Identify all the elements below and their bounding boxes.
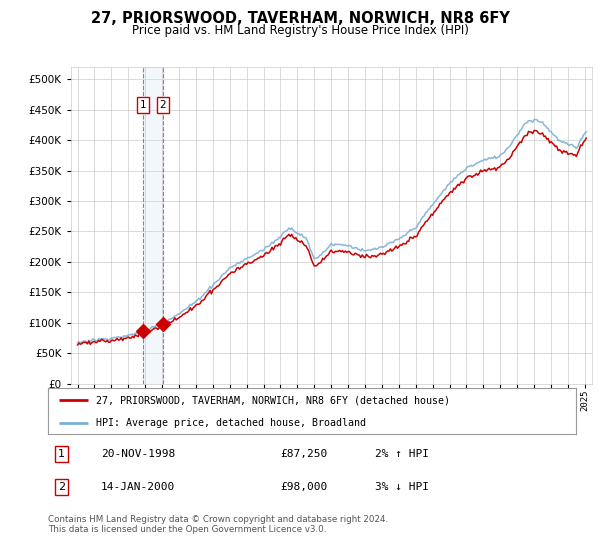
Text: 1: 1 (140, 100, 146, 110)
Bar (143, 67, 163, 384)
Text: 27, PRIORSWOOD, TAVERHAM, NORWICH, NR8 6FY: 27, PRIORSWOOD, TAVERHAM, NORWICH, NR8 6… (91, 11, 509, 26)
Text: Contains HM Land Registry data © Crown copyright and database right 2024.: Contains HM Land Registry data © Crown c… (48, 515, 388, 524)
Point (139, 326, 148, 335)
Text: 27, PRIORSWOOD, TAVERHAM, NORWICH, NR8 6FY (detached house): 27, PRIORSWOOD, TAVERHAM, NORWICH, NR8 6… (95, 395, 449, 405)
Text: 14-JAN-2000: 14-JAN-2000 (101, 482, 175, 492)
Text: £87,250: £87,250 (280, 449, 328, 459)
Text: 3% ↓ HPI: 3% ↓ HPI (376, 482, 430, 492)
Text: HPI: Average price, detached house, Broadland: HPI: Average price, detached house, Broa… (95, 418, 365, 427)
Text: 20-NOV-1998: 20-NOV-1998 (101, 449, 175, 459)
Point (158, 320, 167, 329)
Text: £98,000: £98,000 (280, 482, 328, 492)
Text: Price paid vs. HM Land Registry's House Price Index (HPI): Price paid vs. HM Land Registry's House … (131, 24, 469, 36)
Text: 2: 2 (160, 100, 166, 110)
Text: 1: 1 (58, 449, 65, 459)
Text: 2: 2 (58, 482, 65, 492)
Text: 2% ↑ HPI: 2% ↑ HPI (376, 449, 430, 459)
Text: This data is licensed under the Open Government Licence v3.0.: This data is licensed under the Open Gov… (48, 525, 326, 534)
